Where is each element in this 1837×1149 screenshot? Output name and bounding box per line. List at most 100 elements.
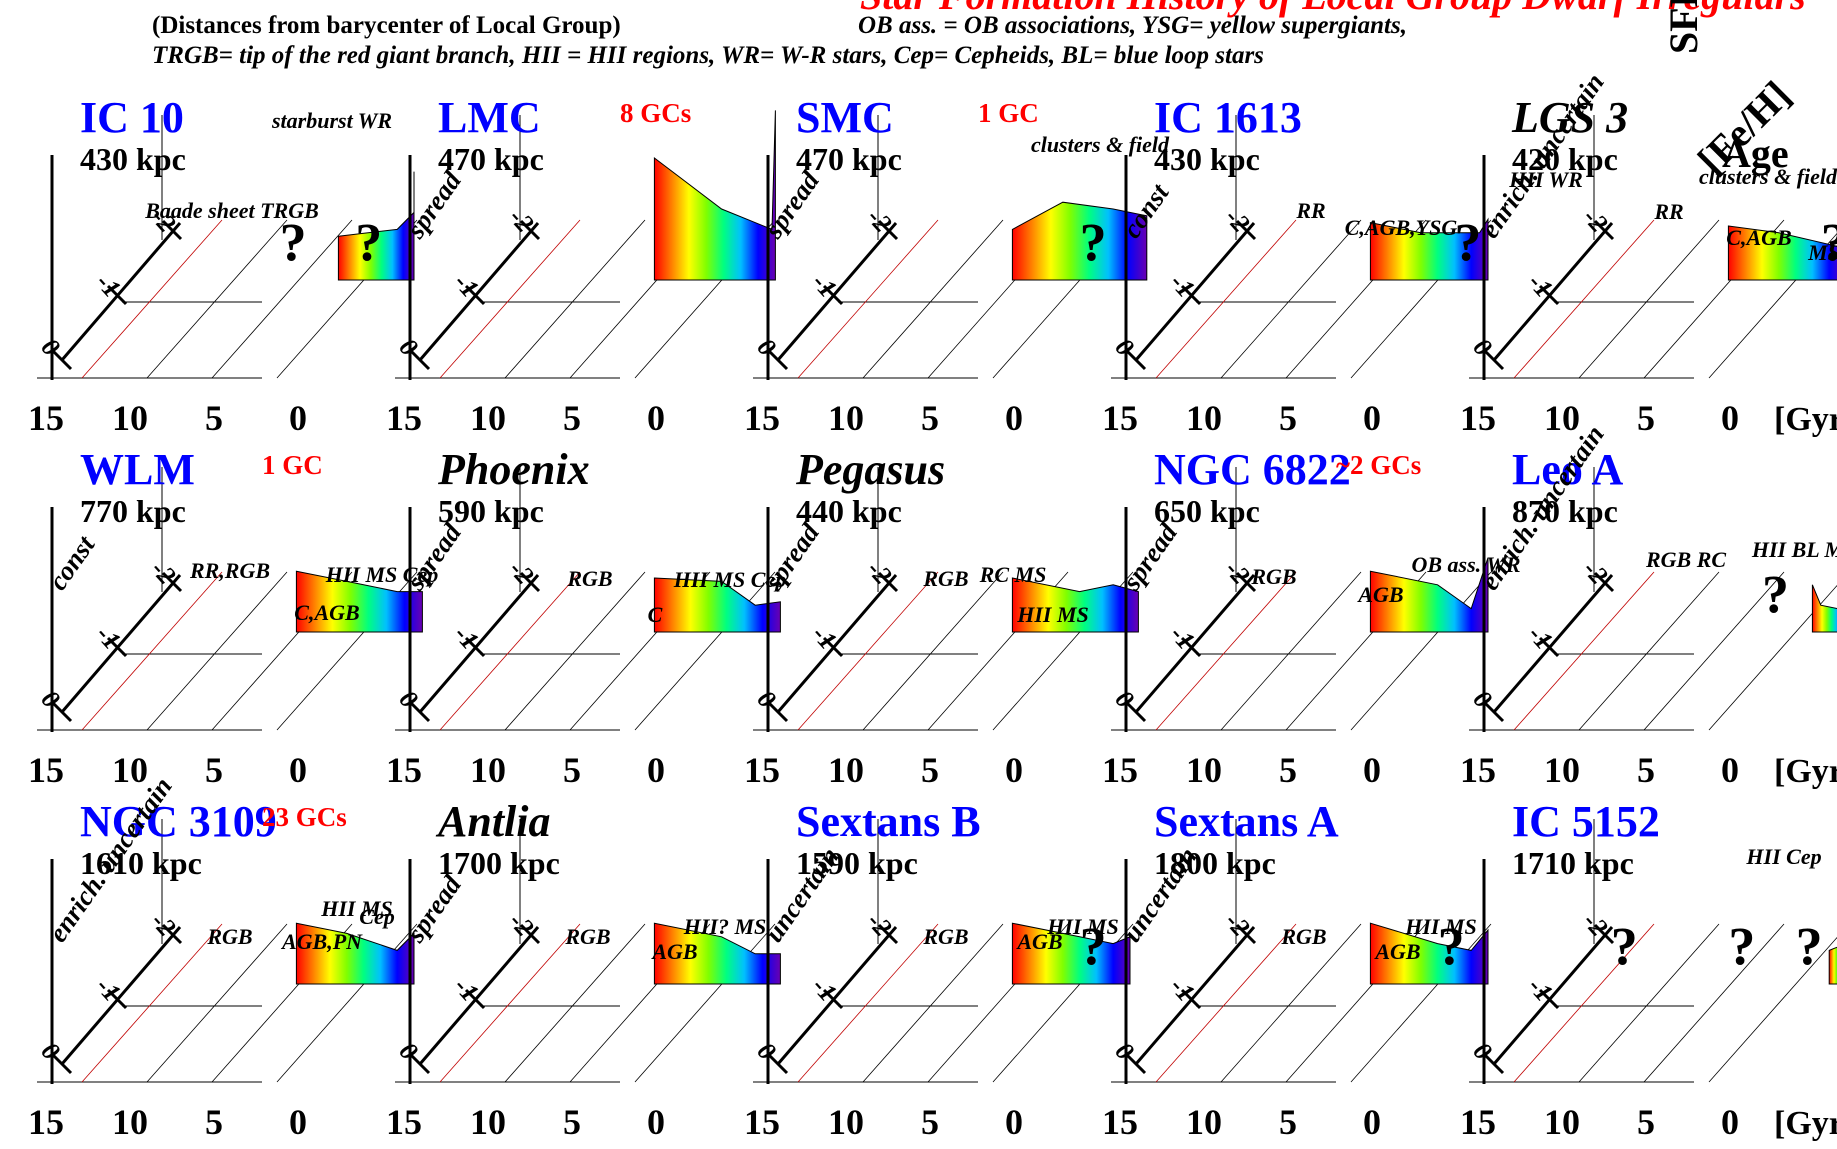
ic-10-uncertain-mark: ? <box>355 212 382 272</box>
lmc-distance: 470 kpc <box>438 141 544 177</box>
sextans-a-feh-tick <box>1125 1053 1147 1075</box>
ngc-3109-feh-tick <box>161 923 183 945</box>
ic-5152-feh-tick <box>1593 923 1615 945</box>
ngc-6822-age-tick-label: 15 <box>1102 750 1138 790</box>
ic-5152-name: IC 5152 <box>1512 797 1660 846</box>
pegasus-feh-tick <box>767 701 789 723</box>
page-title: Star Formation History of Local Group Dw… <box>860 0 1806 19</box>
ic-5152-uncertain-mark: ? <box>1728 916 1755 976</box>
ngc-3109-distance: 1610 kpc <box>80 845 202 881</box>
lgs-3-age-tick-label: 10 <box>1544 398 1580 438</box>
sextans-a-age-tick-label: 10 <box>1186 1102 1222 1142</box>
ngc-6822-age-tick-label: 10 <box>1186 750 1222 790</box>
ngc-3109-gc-count: 23 GCs <box>262 802 347 832</box>
ic-1613-annotation: RR <box>1295 198 1325 223</box>
ngc-6822-annotation: AGB <box>1356 582 1403 607</box>
lgs-3-age-tick-label: 15 <box>1460 398 1496 438</box>
ngc-6822-name: NGC 6822 <box>1154 445 1351 494</box>
smc-feh-tick <box>767 349 789 371</box>
sextans-a-feh-tick <box>1180 988 1202 1010</box>
ngc-3109-feh-tick <box>106 988 128 1010</box>
wlm-feh-tick <box>51 701 73 723</box>
smc-name: SMC <box>796 93 894 142</box>
ic-5152-age-tick-label: 10 <box>1544 1102 1580 1142</box>
ic-5152-feh-axis <box>1492 926 1614 1065</box>
pegasus-feh-tick <box>877 571 899 593</box>
leo-a-guide-line <box>1708 584 1837 731</box>
sextans-b-uncertain-mark: ? <box>1080 916 1107 976</box>
sextans-a-age-tick-label: 15 <box>1102 1102 1138 1142</box>
pegasus-age-tick-label: 15 <box>744 750 780 790</box>
phoenix-annotation: RGB <box>566 566 612 591</box>
ic-10-age-tick-label: 10 <box>112 398 148 438</box>
ic-10-annotation: starburst WR <box>271 108 392 133</box>
sextans-b-sfr-band <box>1011 922 1131 985</box>
ic-10-feh-tick <box>51 349 73 371</box>
lgs-3-feh-tick <box>1538 284 1560 306</box>
ngc-3109-annotation: HII MS <box>320 896 393 921</box>
ngc-3109-annotation: RGB <box>206 924 252 949</box>
wlm-age-tick-label: 5 <box>205 750 223 790</box>
antlia-feh-tick <box>409 1053 431 1075</box>
ngc-3109-annotation: Cep <box>359 904 394 929</box>
ic-10-distance: 430 kpc <box>80 141 186 177</box>
sextans-a-annotation: AGB <box>1373 939 1420 964</box>
lgs-3-uncertain-mark: ? <box>1821 212 1837 272</box>
leo-a-name: Leo A <box>1512 445 1623 494</box>
abbreviation-legend-line1: OB ass. = OB associations, YSG= yellow s… <box>858 12 1407 39</box>
wlm-sfr-band <box>295 570 423 633</box>
ic-10-age-tick-label: 15 <box>28 398 64 438</box>
pegasus-annotation: RGB <box>922 566 968 591</box>
ic-1613-age-tick-label: 15 <box>1102 398 1138 438</box>
ic-5152-feh-tick <box>1538 988 1560 1010</box>
ic-5152-age-tick-label: 5 <box>1637 1102 1655 1142</box>
ic-10-feh-tick <box>161 219 183 241</box>
sextans-b-feh-tick <box>822 988 844 1010</box>
wlm-gc-count: 1 GC <box>262 450 323 480</box>
lgs-3-annotation: C,AGB <box>1726 225 1791 250</box>
ic-5152-age-tick-label: 15 <box>1460 1102 1496 1142</box>
smc-feh-axis <box>776 222 898 361</box>
leo-a-uncertain-mark: ? <box>1762 564 1789 624</box>
ic-1613-uncertain-mark: ? <box>1454 212 1481 272</box>
ngc-6822-guide-line <box>1220 571 1362 731</box>
ic-5152-distance: 1710 kpc <box>1512 845 1634 881</box>
sextans-a-age-tick-label: 5 <box>1279 1102 1297 1142</box>
wlm-annotation: HII MS Cep <box>325 562 438 587</box>
lgs-3-annotation: MS <box>1807 240 1837 265</box>
lgs-3-annotation: RR <box>1653 199 1683 224</box>
ngc-3109-age-tick-label: 0 <box>289 1102 307 1142</box>
wlm-age-tick-label: 15 <box>28 750 64 790</box>
ic-1613-distance: 430 kpc <box>1154 141 1260 177</box>
lgs-3-sfr-band <box>1727 225 1837 281</box>
sextans-b-age-tick-label: 5 <box>921 1102 939 1142</box>
phoenix-feh-tick <box>464 636 486 658</box>
wlm-feh-axis <box>60 574 182 713</box>
lgs-3-feh-tick <box>1483 349 1505 371</box>
sextans-b-age-tick-label: 15 <box>744 1102 780 1142</box>
ic-1613-feh-axis <box>1134 222 1256 361</box>
sextans-a-annotation: HII MS <box>1404 914 1477 939</box>
axis-legend-age: Age <box>1722 131 1789 176</box>
wlm-name: WLM <box>80 445 195 494</box>
leo-a-sfr-band <box>1811 584 1837 633</box>
ngc-6822-feh-tick <box>1125 701 1147 723</box>
lgs-3-age-unit: [Gyr] <box>1774 401 1837 438</box>
lmc-feh-tick <box>409 349 431 371</box>
antlia-feh-tick <box>519 923 541 945</box>
ic-5152-guide-line <box>1578 923 1720 1083</box>
ngc-6822-guide-line <box>1155 571 1297 731</box>
antlia-feh-axis <box>418 926 540 1065</box>
ngc-6822-distance: 650 kpc <box>1154 493 1260 529</box>
wlm-guide-line <box>146 571 288 731</box>
ic-1613-sfr-band <box>1369 217 1489 281</box>
sextans-a-distance: 1800 kpc <box>1154 845 1276 881</box>
ic-1613-age-tick-label: 5 <box>1279 398 1297 438</box>
ic-10-guide-line <box>146 219 288 379</box>
leo-a-guide-line <box>1643 571 1785 731</box>
ic-10-age-tick-label: 0 <box>289 398 307 438</box>
antlia-age-tick-label: 5 <box>563 1102 581 1142</box>
pegasus-sfr-band <box>1011 577 1139 633</box>
